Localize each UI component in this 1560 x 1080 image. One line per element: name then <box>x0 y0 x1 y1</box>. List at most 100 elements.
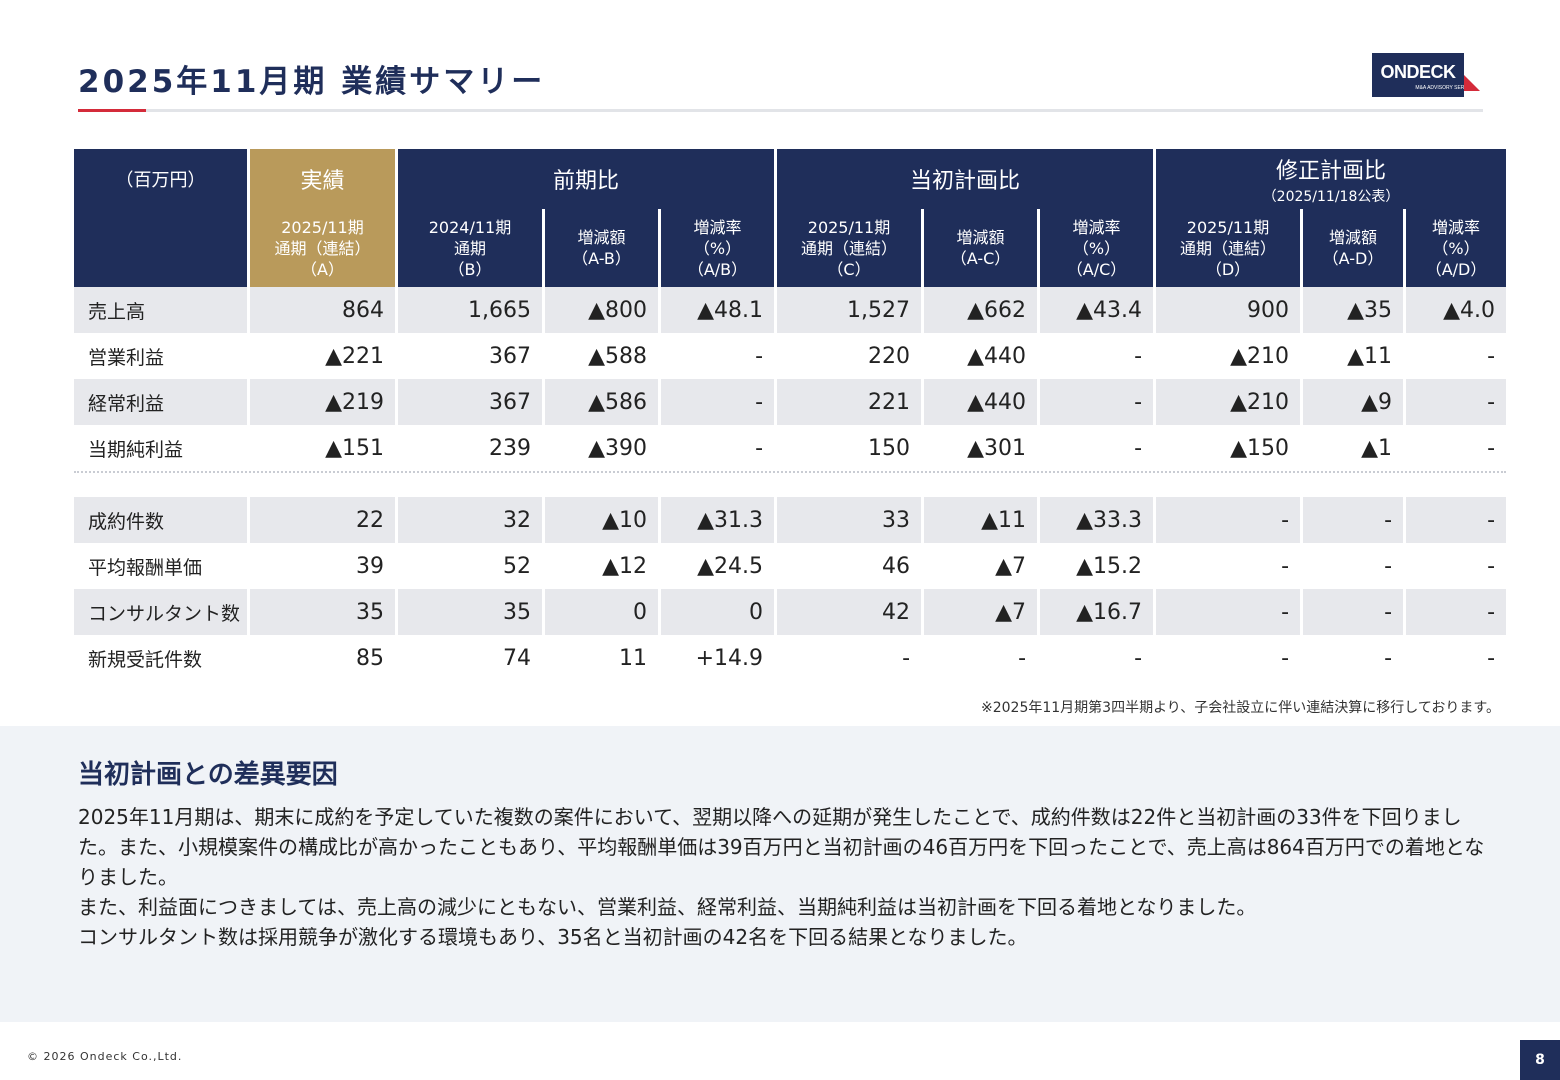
variance-analysis-panel: 当初計画との差異要因 2025年11月期は、期末に成約を予定していた複数の案件に… <box>0 726 1560 1022</box>
table-cell: - <box>1156 497 1301 543</box>
column-header-line: 通期（連結） <box>801 238 898 258</box>
table-cell: +14.9 <box>695 645 764 671</box>
table-cell: - <box>1303 589 1404 635</box>
table-cell: - <box>755 343 764 369</box>
row-label: 平均報酬単価 <box>88 556 203 579</box>
table-row: コンサルタント数 35 35 0 0 42 ▲7 ▲16.7- - - <box>74 589 1507 635</box>
table-cell: - <box>1134 645 1143 671</box>
column-header-line: （A-B） <box>572 249 631 268</box>
table-row: 経常利益 ▲219 367 ▲586-221 ▲440- ▲210 ▲9- <box>74 379 1507 425</box>
table-cell: ▲31.3 <box>661 497 775 543</box>
revised-plan-title: 修正計画比 <box>1276 158 1387 184</box>
table-cell: - <box>1487 435 1496 461</box>
column-header-line: （%） <box>1432 238 1480 258</box>
table-cell: - <box>1134 343 1143 369</box>
revised-plan-group-header: 修正計画比 （2025/11/18公表） <box>1156 149 1507 209</box>
table-cell: - <box>1018 645 1027 671</box>
table-cell: ▲35 <box>1303 287 1404 333</box>
unit-header: （百万円） <box>74 149 247 209</box>
initial-plan-group-header: 当初計画比 <box>777 149 1154 209</box>
row-label: 経常利益 <box>74 379 247 425</box>
table-cell: ▲10 <box>545 497 658 543</box>
row-label: 成約件数 <box>74 497 247 543</box>
table-cell: - <box>1384 645 1393 671</box>
column-header-line: 増減率 <box>1432 217 1481 237</box>
column-header-line: 通期（連結） <box>274 238 371 258</box>
column-header-line: 通期 <box>453 238 486 258</box>
table-cell: ▲390 <box>588 435 647 461</box>
actual-group-header: 実績 <box>250 149 395 209</box>
table-cell: - <box>1406 379 1507 425</box>
column-header: 2025/11期 通期（連結） （C） <box>777 209 922 287</box>
table-cell: - <box>755 435 764 461</box>
column-header-line: （D） <box>1205 259 1251 279</box>
column-header-line: 2025/11期 <box>281 217 364 237</box>
table-cell: ▲7 <box>924 589 1038 635</box>
table-cell: 85 <box>356 645 384 671</box>
table-cell: ▲440 <box>924 379 1038 425</box>
column-header-line: 増減率 <box>693 217 742 237</box>
table-cell: 22 <box>250 497 395 543</box>
table-cell: 46 <box>882 553 911 579</box>
page-number: 8 <box>1520 1040 1560 1080</box>
table-cell: 221 <box>777 379 922 425</box>
column-header-line: （A/B） <box>687 259 748 279</box>
ondeck-logo: ONDECK M&A ADVISORY SERVICE <box>1372 53 1480 97</box>
row-label: コンサルタント数 <box>74 589 247 635</box>
column-header-line: 2025/11期 <box>1186 217 1270 237</box>
column-header-line: 増減額 <box>577 228 626 247</box>
table-cell: 33 <box>777 497 922 543</box>
table-row: 平均報酬単価 39 52 ▲12 ▲24.5 46 ▲7 ▲15.2 - - - <box>74 543 1506 589</box>
table-cell: - <box>1040 379 1154 425</box>
table-cell: - <box>902 645 911 671</box>
table-cell: - <box>1384 553 1393 579</box>
table-cell: - <box>1156 589 1301 635</box>
analysis-paragraph: また、利益面につきましては、売上高の減少にともない、営業利益、経常利益、当期純利… <box>78 895 1257 919</box>
blank-header-cell <box>74 209 247 287</box>
column-header-line: 増減額 <box>1329 228 1378 247</box>
table-cell: 367 <box>398 379 542 425</box>
section-divider <box>74 471 1507 497</box>
table-cell: ▲15.2 <box>1076 553 1143 579</box>
column-header: 増減額 （A-C） <box>924 209 1038 287</box>
column-header-line: （%） <box>693 238 742 258</box>
column-header-line: 2024/11期 <box>428 217 512 237</box>
table-cell: ▲150 <box>1230 435 1290 461</box>
table-cell: ▲662 <box>924 287 1038 333</box>
column-header: 増減率 （%） （A/B） <box>661 209 775 287</box>
table-cell: 42 <box>777 589 922 635</box>
column-header-line: （%） <box>1072 238 1121 258</box>
analysis-heading: 当初計画との差異要因 <box>78 760 338 790</box>
table-cell: - <box>1406 497 1507 543</box>
table-cell: 239 <box>489 435 531 461</box>
table-cell: ▲48.1 <box>661 287 775 333</box>
table-cell: 35 <box>398 589 542 635</box>
analysis-body: 2025年11月期は、期末に成約を予定していた複数の案件において、翌期以降への延… <box>78 802 1498 952</box>
table-cell: 52 <box>503 553 531 579</box>
revised-plan-date: （2025/11/18公表） <box>1262 188 1400 205</box>
table-cell: ▲440 <box>967 343 1027 369</box>
column-header-line: （A/C） <box>1066 259 1127 279</box>
table-row: 新規受託件数 85 74 11 +14.9 - - - - - - <box>74 635 1506 681</box>
column-header-line: （A-C） <box>950 249 1011 268</box>
table-cell: ▲4.0 <box>1406 287 1507 333</box>
row-label: 営業利益 <box>88 346 165 369</box>
table-cell: 1,527 <box>777 287 922 333</box>
table-cell: - <box>1281 553 1290 579</box>
analysis-paragraph: 2025年11月期は、期末に成約を予定していた複数の案件において、翌期以降への延… <box>78 805 1485 889</box>
table-cell: 150 <box>868 435 911 461</box>
table-cell: 900 <box>1156 287 1301 333</box>
table-cell: ▲11 <box>924 497 1038 543</box>
column-header: 増減額 （A-B） <box>545 209 658 287</box>
table-cell: 32 <box>398 497 542 543</box>
table-cell: - <box>1487 553 1496 579</box>
column-header-line: （C） <box>827 259 871 279</box>
table-cell: 367 <box>489 343 531 369</box>
table-row: 売上高 864 1,665 ▲800 ▲48.1 1,527 ▲662 ▲43.4 900 ▲35… <box>74 287 1507 333</box>
table-cell: 74 <box>503 645 531 671</box>
consolidation-note: ※2025年11月期第3四半期より、子会社設立に伴い連結決算に移行しております。 <box>981 700 1500 716</box>
logo-flag-icon <box>1464 75 1480 91</box>
table-cell: ▲43.4 <box>1040 287 1154 333</box>
results-summary-table: （百万円） 実績 前期比 当初計画比 修正計画比 （2025/11/18公表） … <box>71 149 1509 681</box>
divider-cell <box>74 471 1507 497</box>
